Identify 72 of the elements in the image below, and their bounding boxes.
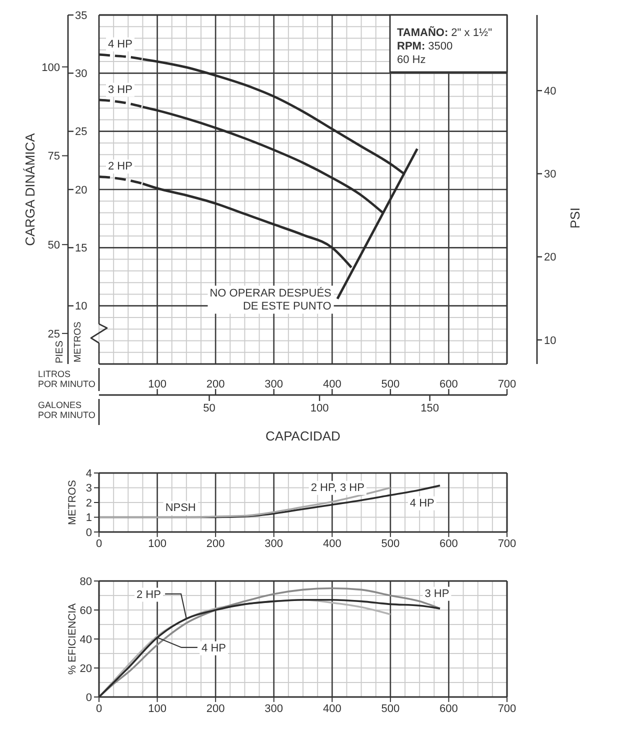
x-tick-label: 300	[264, 538, 284, 550]
text: LITROS POR MINUTO	[38, 369, 96, 390]
x-tick-label: 0	[96, 538, 102, 550]
x2-tick-label: 100	[310, 402, 329, 414]
x-tick-label: 300	[264, 378, 284, 390]
x-tick-label: 500	[381, 378, 400, 390]
x-tick-label: 700	[498, 538, 516, 550]
y2-axis-title: PSI	[568, 208, 583, 228]
y-tick-label: 20	[75, 184, 88, 196]
x-tick-label: 100	[148, 378, 166, 390]
y3-tick-label: 75	[48, 150, 60, 163]
x-tick-label: 200	[206, 702, 225, 715]
text: PIES	[54, 340, 66, 364]
series-label: 4 HP	[410, 497, 434, 510]
y-tick-label: 60	[80, 604, 92, 617]
x-tick-label: 200	[206, 538, 225, 550]
x-tick-label: 500	[381, 538, 400, 550]
annotation: NPSH	[165, 502, 196, 514]
x2-tick-label: 150	[420, 402, 439, 414]
y2-tick-label: 30	[544, 168, 556, 181]
x2-tick-label: 50	[203, 402, 216, 414]
series-label: 3 HP	[424, 588, 450, 600]
y-tick-label: 20	[80, 662, 92, 675]
x-tick-label: 300	[264, 702, 284, 715]
y-tick-label: 4	[86, 468, 92, 480]
y-tick-label: 2	[86, 497, 92, 510]
y-tick-label: 30	[75, 68, 88, 80]
y-tick-label: 80	[80, 576, 92, 588]
y-tick-label: 10	[75, 300, 88, 313]
x-tick-label: 400	[322, 702, 342, 715]
x-tick-label: 600	[440, 702, 458, 715]
x-tick-label: 200	[206, 378, 225, 390]
x-tick-label: 400	[322, 378, 342, 390]
x-tick-label: 100	[148, 702, 166, 715]
x-tick-label: 600	[440, 538, 458, 550]
series-label: 2 HP	[108, 160, 132, 173]
y-tick-label: 40	[80, 634, 92, 646]
x-tick-label: 0	[96, 702, 102, 715]
x-tick-label: 100	[148, 538, 166, 550]
annotation: 60 Hz	[397, 54, 426, 66]
text: 2 HP	[136, 588, 161, 601]
x-tick-label: 700	[498, 702, 516, 715]
annotation: NO OPERAR DESPUÉS DE ESTE PUNTO	[210, 286, 332, 313]
x-tick-label: 700	[498, 378, 516, 390]
annotation: TAMAÑO: 2" x 1½"	[397, 26, 492, 39]
y-axis-title: % EFICIENCIA	[66, 603, 79, 675]
y-tick-label: 3	[86, 482, 92, 495]
y-tick-label: 25	[75, 126, 88, 138]
y3-tick-label: 50	[48, 239, 60, 252]
y-tick-label: 0	[86, 526, 92, 539]
y-tick-label: 35	[75, 10, 88, 22]
y2-tick-label: 10	[544, 334, 556, 347]
x-axis-title: CAPACIDAD	[266, 428, 340, 444]
y-axis-title: METROS	[66, 480, 79, 525]
y-axis-title: CARGA DINÁMICA	[22, 132, 38, 246]
annotation: RPM: 3500	[397, 40, 453, 52]
series-label: 2 HP, 3 HP	[310, 482, 364, 494]
y-tick-label: 0	[86, 692, 92, 704]
y3-tick-label: 100	[42, 62, 60, 74]
legend-label: 4 HP	[202, 642, 226, 654]
y-tick-label: 1	[86, 512, 92, 524]
y3-tick-label: 25	[48, 328, 60, 340]
y2-tick-label: 40	[544, 85, 556, 98]
y2-tick-label: 20	[544, 252, 556, 264]
y-tick-label: 15	[75, 242, 88, 255]
series-label: 3 HP	[108, 84, 132, 96]
text: GALONES POR MINUTO	[38, 400, 96, 420]
text: METROS	[72, 322, 84, 362]
x-tick-label: 500	[381, 702, 400, 715]
series-label: 4 HP	[108, 38, 132, 50]
x-tick-label: 400	[322, 538, 342, 550]
x-tick-label: 600	[440, 378, 458, 390]
